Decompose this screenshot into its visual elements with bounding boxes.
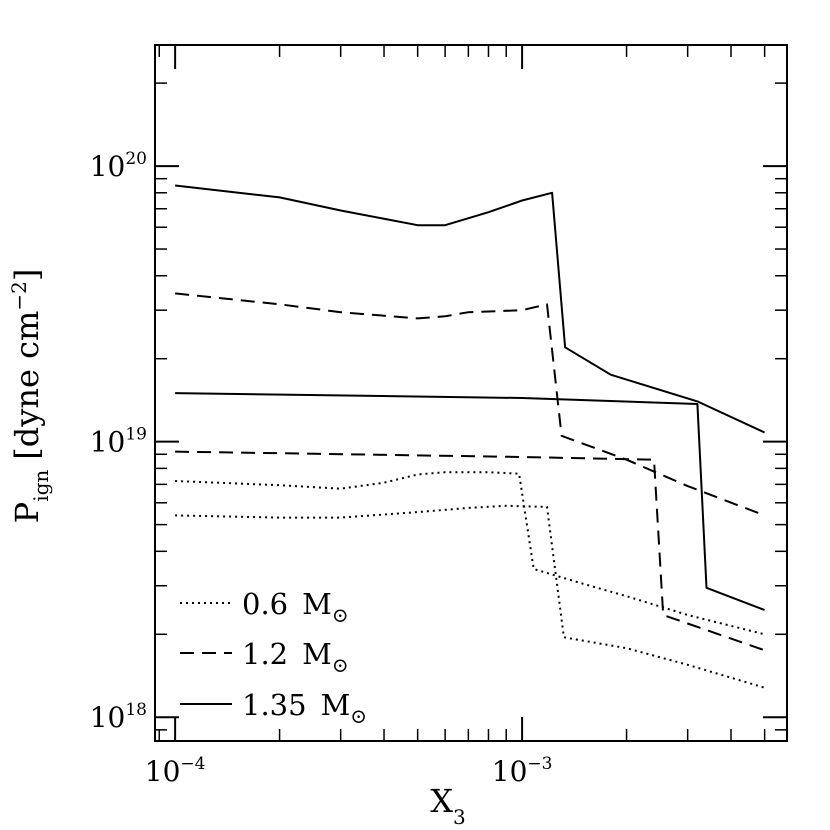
legend: 0.6 M⊙1.2 M⊙1.35 M⊙	[180, 587, 367, 728]
y-axis-title: Pign [dyne cm−2]	[7, 269, 53, 524]
legend-label-sun-symbol: ⊙	[332, 653, 349, 677]
legend-label: 1.35 M⊙	[242, 688, 367, 728]
x-tick-label-base: 10	[492, 755, 528, 788]
legend-label-unit: M	[321, 688, 351, 722]
y-tick-label: 1018	[90, 700, 147, 734]
y-tick-label-base: 10	[90, 426, 126, 459]
y-tick-label: 1020	[90, 149, 147, 183]
y-axis-title-main: P	[8, 502, 46, 524]
y-axis-title-unit-exp: −2	[7, 281, 31, 310]
legend-label-sun-symbol: ⊙	[332, 603, 349, 627]
x-tick-label: 10−3	[492, 754, 553, 788]
y-tick-label-exp: 18	[125, 700, 147, 720]
x-tick-label-exp: −3	[527, 754, 552, 774]
y-tick-label-base: 10	[90, 701, 126, 734]
series-line-solid-5	[175, 392, 765, 611]
x-axis-title-sub: 3	[453, 805, 466, 829]
series-line-dotted-1	[175, 504, 765, 689]
minor-ticks	[155, 45, 787, 741]
x-axis-title: X3	[430, 782, 466, 829]
plot-frame	[154, 44, 788, 742]
x-axis-title-main: X	[430, 782, 453, 820]
x-tick-label-base: 10	[145, 755, 181, 788]
major-ticks	[155, 45, 787, 741]
legend-label-value: 1.2	[242, 637, 288, 671]
series-line-dashed-3	[175, 450, 765, 652]
series-line-solid-4	[174, 184, 766, 434]
legend-label-unit: M	[302, 587, 332, 621]
legend-label-value: 0.6	[242, 587, 288, 621]
legend-label: 0.6 M⊙	[242, 587, 349, 627]
y-tick-label-base: 10	[90, 150, 126, 183]
x-tick-label-exp: −4	[180, 754, 205, 774]
x-tick-label: 10−4	[145, 754, 206, 788]
y-axis-title-unit: [dyne cm	[8, 311, 46, 460]
y-tick-label: 1019	[90, 425, 147, 459]
y-tick-label-exp: 20	[125, 149, 147, 169]
y-tick-label-exp: 19	[125, 425, 147, 445]
y-axis-title-unit-close: ]	[8, 269, 46, 281]
legend-label-value: 1.35	[242, 688, 307, 722]
legend-label-unit: M	[302, 637, 332, 671]
series-line-dashed-2	[174, 292, 765, 517]
y-axis-title-sub: ign	[29, 470, 53, 502]
legend-label-sun-symbol: ⊙	[350, 704, 367, 728]
series-layer	[174, 184, 766, 689]
legend-label: 1.2 M⊙	[242, 637, 349, 677]
